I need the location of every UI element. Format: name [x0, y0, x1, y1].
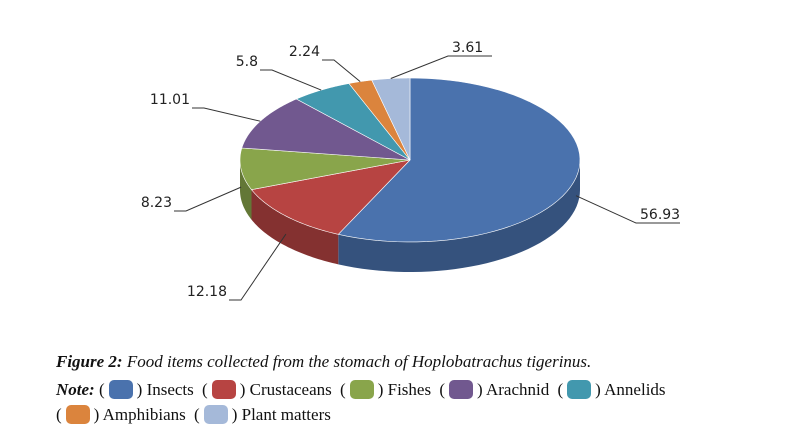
legend-label: Fishes: [387, 380, 432, 399]
legend-item: () Plant matters: [194, 405, 331, 424]
data-label: 5.8: [236, 54, 258, 70]
data-label: 56.93: [640, 207, 680, 223]
legend-swatch: [203, 405, 228, 424]
data-label: 8.23: [141, 195, 172, 211]
slice-side: [251, 189, 339, 265]
note-label: Note:: [56, 380, 95, 399]
legend-item: () Insects: [98, 380, 194, 399]
legend-item: () Arachnid: [439, 380, 550, 399]
legend-swatch: [349, 380, 374, 399]
slice-side: [240, 160, 252, 220]
legend-swatch: [211, 380, 236, 399]
leader-line: [575, 195, 680, 224]
leader-line: [322, 59, 361, 82]
chart: 56.93 12.18 8.23 11.01 5.8 2.24 3.61: [141, 40, 680, 301]
legend-label: Arachnid: [485, 380, 550, 399]
legend-swatch: [65, 405, 90, 424]
slice: [250, 159, 411, 235]
legend-item: () Amphibians: [56, 405, 186, 424]
data-label: 12.18: [187, 284, 227, 300]
legend-swatch: [449, 380, 473, 399]
leader-line: [260, 69, 322, 91]
legend-label: Insects: [146, 380, 194, 399]
leader-line: [174, 186, 242, 212]
legend-label: Plant matters: [241, 405, 331, 424]
leader-line: [229, 233, 287, 301]
leader-line: [390, 55, 492, 79]
caption-label: Figure 2:: [56, 352, 123, 371]
legend: Note: () Insects () Crustaceans () Fishe…: [56, 377, 670, 427]
slice-side: [338, 160, 580, 272]
legend-item: () Fishes: [340, 380, 432, 399]
legend-item: () Crustaceans: [202, 380, 332, 399]
data-label: 3.61: [452, 40, 483, 56]
legend-swatch: [108, 380, 133, 399]
legend-label: Amphibians: [102, 405, 186, 424]
caption: Figure 2: Food items collected from the …: [56, 352, 591, 372]
leader-line: [192, 107, 261, 122]
legend-swatch: [567, 380, 592, 399]
legend-label: Crustaceans: [249, 380, 332, 399]
slice: [239, 147, 411, 190]
legend-item: () Annelids: [557, 380, 666, 399]
slice: [337, 77, 581, 243]
data-label: 11.01: [150, 92, 190, 108]
data-label: 2.24: [289, 44, 320, 60]
legend-label: Annelids: [604, 380, 666, 399]
caption-text: Food items collected from the stomach of…: [126, 352, 592, 371]
